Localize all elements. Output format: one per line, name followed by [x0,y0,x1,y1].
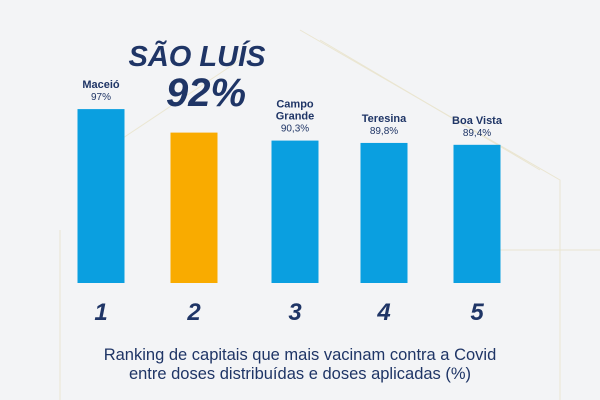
rank-label-3: 3 [288,299,302,326]
city-label-2: SÃO LUÍS [129,39,267,73]
rank-label-4: 4 [376,299,390,326]
rank-label-1: 1 [94,299,107,326]
value-label-2: 92% [166,71,246,115]
rank-label-2: 2 [186,299,201,326]
bar-2 [170,132,218,283]
city-label-1: Maceió [82,79,120,91]
bar-3 [271,140,319,283]
value-label-1: 97% [91,92,111,103]
bar-4 [360,142,408,283]
city-label-3-line-2: Grande [276,111,315,123]
city-label-4: Teresina [362,113,407,125]
value-label-5: 89,4% [463,128,491,139]
chart-caption-line-2: entre doses distribuídas e doses aplicad… [128,365,472,383]
city-label-5: Boa Vista [452,115,503,127]
value-label-3: 90,3% [281,124,309,135]
city-label-3-line-1: Campo [276,99,314,111]
bar-1 [77,109,125,283]
bar-5 [453,144,501,283]
value-label-4: 89,8% [370,126,398,137]
background-decoration [59,29,600,400]
rank-label-5: 5 [470,299,484,326]
chart-caption-line-1: Ranking de capitais que mais vacinam con… [103,346,497,364]
